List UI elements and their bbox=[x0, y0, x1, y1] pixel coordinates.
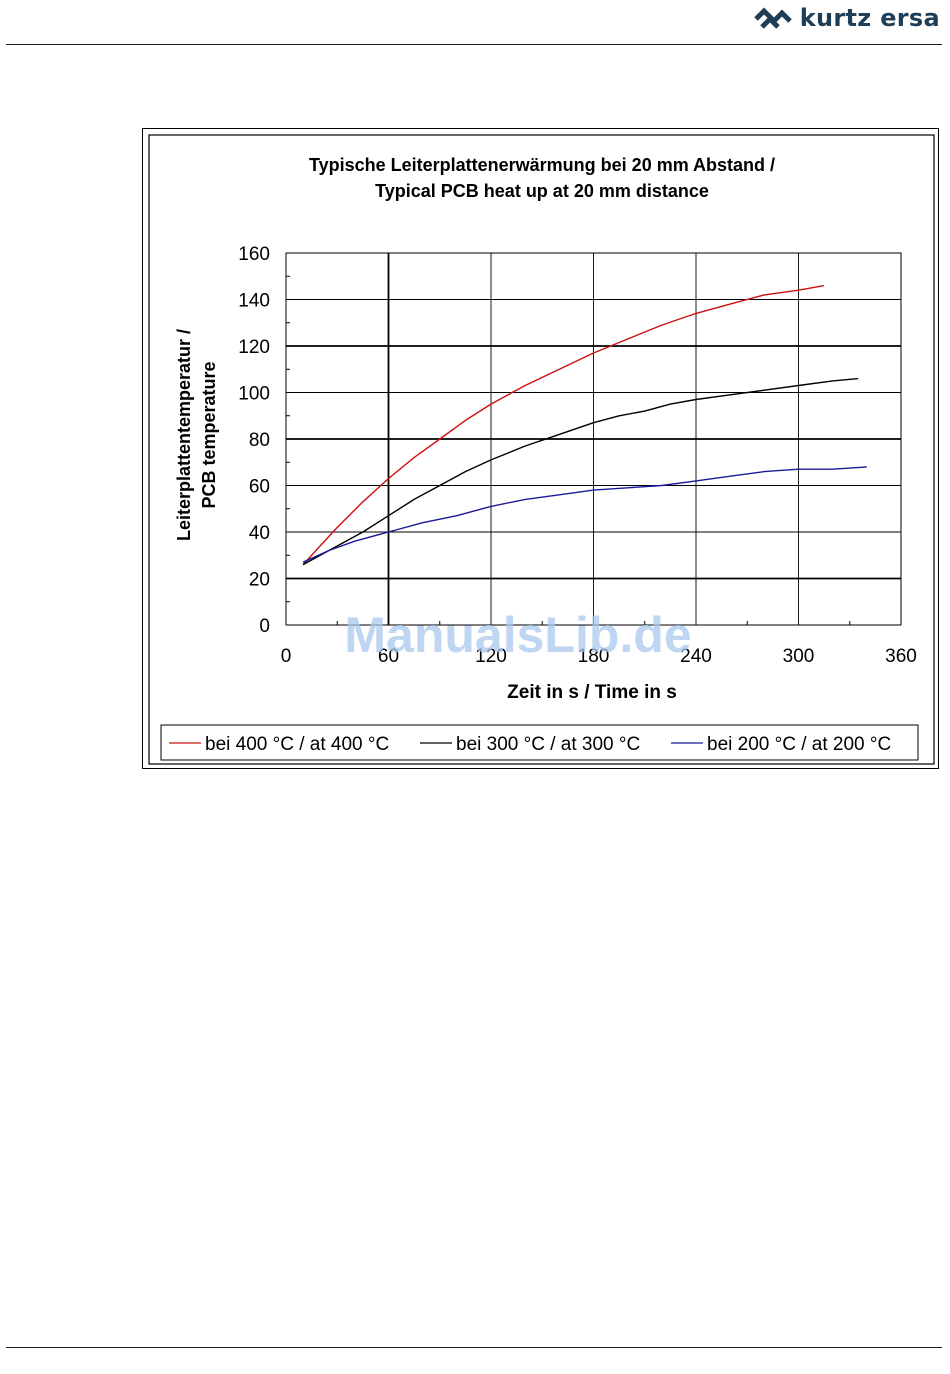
x-tick-label: 60 bbox=[378, 646, 399, 667]
series-line-1 bbox=[302, 377, 859, 566]
legend-label-200: bei 200 °C / at 200 °C bbox=[707, 734, 891, 755]
chart-title-line2: Typical PCB heat up at 20 mm distance bbox=[375, 181, 709, 201]
series-line-2 bbox=[302, 466, 867, 563]
chart-title-line1: Typische Leiterplattenerwärmung bei 20 m… bbox=[309, 155, 775, 175]
y-tick-label: 80 bbox=[249, 430, 270, 451]
series-line-0 bbox=[302, 284, 825, 566]
y-axis-label-line2: PCB temperature bbox=[199, 361, 219, 508]
y-tick-label: 120 bbox=[238, 337, 270, 358]
chart-legend: bei 400 °C / at 400 °C bei 300 °C / at 3… bbox=[160, 724, 919, 761]
kurtz-ersa-logo: kurtz ersa bbox=[753, 4, 940, 32]
y-axis-label-line1: Leiterplattentemperatur / bbox=[174, 329, 194, 541]
header-divider bbox=[6, 44, 942, 45]
footer-divider bbox=[6, 1347, 942, 1348]
x-tick-label: 180 bbox=[578, 646, 610, 667]
heat-up-chart: Typische Leiterplattenerwärmung bei 20 m… bbox=[148, 134, 935, 765]
y-tick-label: 140 bbox=[238, 291, 270, 312]
x-axis-ticks: 0 60 120 180 240 300 360 bbox=[281, 646, 917, 667]
x-tick-label: 0 bbox=[281, 646, 292, 667]
y-axis-ticks: 0 20 40 60 80 100 120 140 160 bbox=[238, 244, 270, 637]
x-tick-label: 120 bbox=[475, 646, 507, 667]
y-tick-label: 160 bbox=[238, 244, 270, 265]
x-tick-label: 300 bbox=[783, 646, 815, 667]
y-tick-label: 0 bbox=[259, 616, 270, 637]
y-tick-label: 40 bbox=[249, 523, 270, 544]
y-tick-label: 60 bbox=[249, 477, 270, 498]
chart-frame: Typische Leiterplattenerwärmung bei 20 m… bbox=[142, 128, 939, 769]
chart-series-lines bbox=[302, 284, 867, 566]
watermark: ManualsLib.de bbox=[344, 607, 691, 663]
x-tick-label: 360 bbox=[885, 646, 917, 667]
logo-text: kurtz ersa bbox=[799, 4, 940, 32]
y-tick-label: 20 bbox=[249, 570, 270, 591]
legend-label-400: bei 400 °C / at 400 °C bbox=[205, 734, 389, 755]
x-axis-label: Zeit in s / Time in s bbox=[507, 682, 677, 703]
legend-box bbox=[160, 724, 919, 761]
x-tick-label: 240 bbox=[680, 646, 712, 667]
legend-label-300: bei 300 °C / at 300 °C bbox=[456, 734, 640, 755]
kurtz-ersa-logo-icon bbox=[753, 7, 792, 29]
y-tick-label: 100 bbox=[238, 384, 270, 405]
chart-grid bbox=[285, 252, 902, 626]
